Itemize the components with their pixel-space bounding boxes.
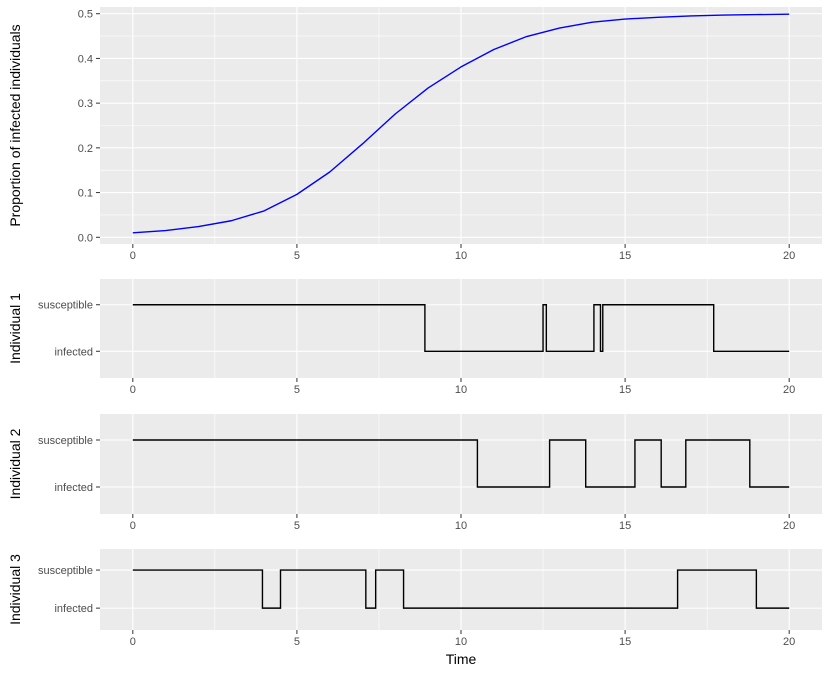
y-axis-title: Individual 2	[7, 428, 23, 499]
y-tick-label: 0.0	[78, 232, 93, 244]
x-tick-label: 10	[455, 250, 467, 262]
y-tick-label: 0.4	[78, 53, 93, 65]
x-tick-label: 10	[455, 636, 467, 648]
y-axis-title: Individual 1	[7, 293, 23, 364]
panel-2: susceptible infected 0 5 10 15 20 Individual 1	[7, 279, 822, 396]
state-step-line	[132, 439, 790, 488]
x-tick-label: 15	[619, 520, 631, 532]
y-tick-label: susceptible	[38, 300, 93, 312]
x-tick-label: 10	[455, 384, 467, 396]
x-tick-label: 0	[130, 636, 136, 648]
panel-4: susceptible infected 0 5 10 15 20 Individual 3 T…	[7, 549, 822, 667]
y-tick-label: susceptible	[38, 565, 93, 577]
x-tick-label: 5	[294, 384, 300, 396]
x-tick-label: 5	[294, 250, 300, 262]
y-axis-title: Individual 3	[7, 554, 23, 625]
y-tick-label: 0.5	[78, 9, 93, 21]
y-tick-label: 0.3	[78, 98, 93, 110]
y-tick-label: infected	[54, 482, 93, 494]
x-tick-label: 5	[294, 636, 300, 648]
state-step-line	[132, 569, 790, 609]
x-tick-label: 5	[294, 520, 300, 532]
y-tick-label: susceptible	[38, 435, 93, 447]
x-tick-label: 20	[783, 384, 795, 396]
chart-panels: 0.0 0.1 0.2 0.3 0.4 0.5 0 5 10 15 20 Proportion of …	[7, 7, 822, 667]
y-tick-label: infected	[54, 346, 93, 358]
x-tick-label: 15	[619, 384, 631, 396]
y-axis-title: Proportion of infected individuals	[7, 24, 23, 226]
x-tick-label: 0	[130, 520, 136, 532]
x-axis-title: Time	[446, 651, 477, 667]
x-tick-label: 20	[783, 636, 795, 648]
y-tick-label: infected	[54, 603, 93, 615]
x-tick-label: 20	[783, 520, 795, 532]
x-tick-label: 0	[130, 384, 136, 396]
state-step-line	[132, 304, 790, 352]
y-tick-label: 0.2	[78, 143, 93, 155]
x-tick-label: 10	[455, 520, 467, 532]
x-tick-label: 0	[130, 250, 136, 262]
panel-1: 0.0 0.1 0.2 0.3 0.4 0.5 0 5 10 15 20 Proportion of …	[7, 7, 822, 262]
x-tick-label: 15	[619, 250, 631, 262]
x-tick-label: 20	[783, 250, 795, 262]
panel-3: susceptible infected 0 5 10 15 20 Individual 2	[7, 414, 822, 532]
infected-proportion-line	[132, 13, 790, 234]
y-tick-label: 0.1	[78, 188, 93, 200]
x-tick-label: 15	[619, 636, 631, 648]
